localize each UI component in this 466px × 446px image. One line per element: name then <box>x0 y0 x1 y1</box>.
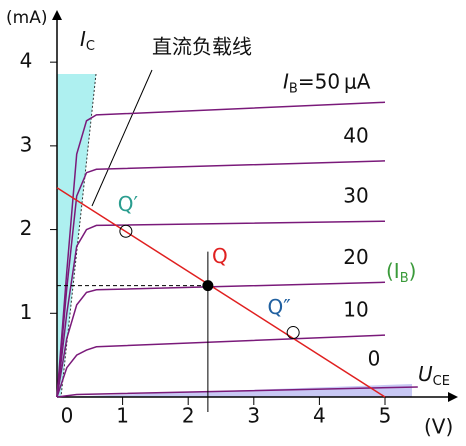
x-arrow <box>448 392 458 402</box>
operating-point <box>202 280 214 292</box>
ib-curve <box>56 160 386 398</box>
x-unit: (V) <box>424 415 453 439</box>
y-tick-label: 4 <box>20 49 33 73</box>
x-tick-label: 2 <box>182 404 195 428</box>
x-label: UCE <box>418 362 450 389</box>
x-label-sub: CE <box>433 374 450 389</box>
y-label-sub: C <box>86 39 95 54</box>
point-label: Q′ <box>118 192 139 216</box>
ib-curve <box>56 334 386 398</box>
ib-label-unit: μA <box>344 69 371 93</box>
ib-curve <box>56 281 386 398</box>
ib-legend: (IB) <box>386 259 416 286</box>
ib-label-main: I <box>283 69 289 93</box>
title-pointer <box>91 69 153 207</box>
y-arrow <box>52 10 62 20</box>
ib-label-eq: = <box>298 69 315 93</box>
y-unit: (mA) <box>6 8 47 28</box>
ib-curve <box>56 101 386 398</box>
x-tick-label: 0 <box>61 404 74 428</box>
ib-curve-label: IB=50 μA <box>283 69 371 96</box>
ib-legend-open: (I <box>386 259 400 283</box>
x-tick-label: 4 <box>313 404 326 428</box>
load-line <box>56 187 386 398</box>
ib-legend-sub: B <box>400 271 409 286</box>
y-tick-label: 1 <box>20 300 33 324</box>
y-tick-label: 2 <box>20 216 33 240</box>
operating-point <box>119 224 133 238</box>
ib-curve-label: 40 <box>343 123 368 147</box>
point-label: Q″ <box>268 295 291 319</box>
ib-curve-label: 20 <box>343 245 368 269</box>
point-label: Q <box>212 244 228 268</box>
x-tick-label: 3 <box>247 404 260 428</box>
x-label-main: U <box>418 362 433 386</box>
chart-title: 直流负载线 <box>152 35 252 59</box>
x-tick-label: 5 <box>379 404 392 428</box>
ib-label-value: 50 <box>315 69 340 93</box>
ib-curve-label: 0 <box>368 347 381 371</box>
operating-point <box>286 326 300 340</box>
ib-curve <box>56 386 418 398</box>
y-label: IC <box>80 27 95 54</box>
ib-curve-label: 10 <box>343 298 368 322</box>
y-label-main: I <box>80 27 86 51</box>
ib-label-sub: B <box>289 81 298 96</box>
ib-legend-close: ) <box>409 259 417 283</box>
ib-curve <box>56 220 386 398</box>
x-tick-label: 1 <box>116 404 129 428</box>
ib-curve-label: 30 <box>343 184 368 208</box>
y-tick-label: 3 <box>20 132 33 156</box>
